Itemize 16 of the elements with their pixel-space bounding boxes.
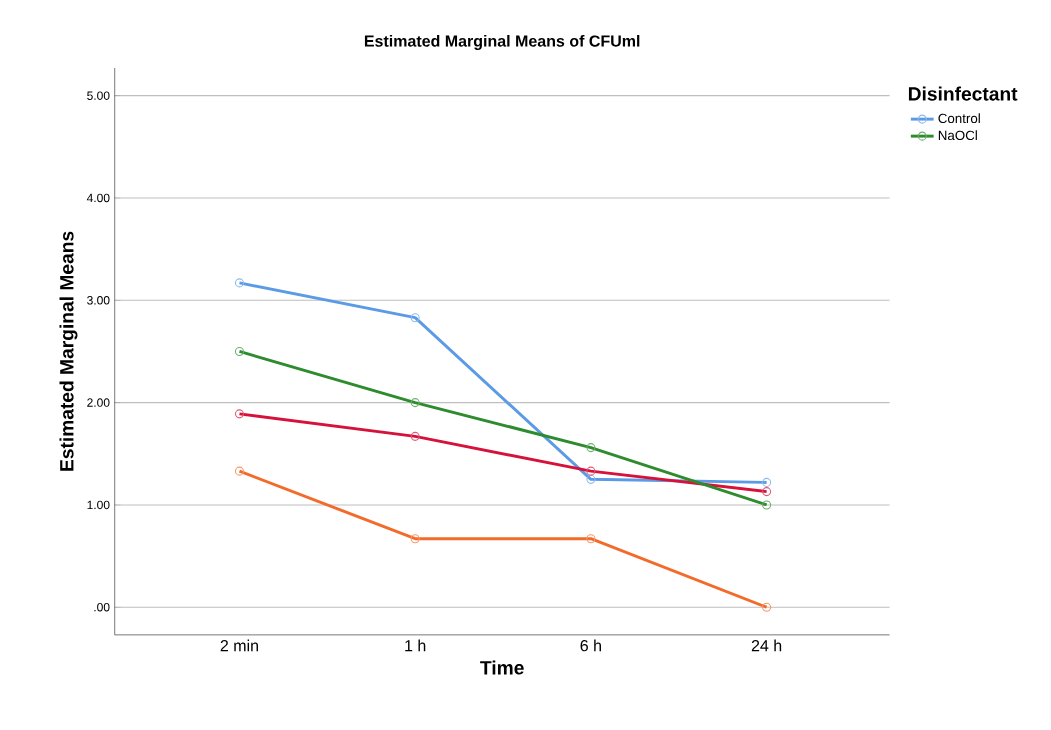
x-tick-label: 2 min — [220, 639, 258, 652]
chart-title: Estimated Marginal Means of CFUml — [364, 35, 640, 51]
y-tick-label: 3.00 — [87, 296, 110, 305]
x-tick-label: 1 h — [405, 639, 426, 652]
x-tick-label: 24 h — [751, 639, 782, 652]
y-tick-label: 1.00 — [87, 500, 110, 510]
y-axis-title: Estimated Marginal Means — [59, 231, 78, 471]
y-tick-label: 5.00 — [87, 91, 110, 101]
y-tick-label: 2.00 — [87, 398, 110, 408]
y-tick-label: 4.00 — [86, 193, 110, 203]
legend-title: Disinfectant — [908, 86, 1018, 101]
y-tick-label: .00 — [94, 603, 110, 612]
x-axis-title: Time — [480, 660, 524, 675]
legend-label: NaOCl — [938, 130, 977, 141]
x-tick-label: 6 h — [580, 639, 601, 652]
legend-label: Control — [938, 113, 980, 124]
